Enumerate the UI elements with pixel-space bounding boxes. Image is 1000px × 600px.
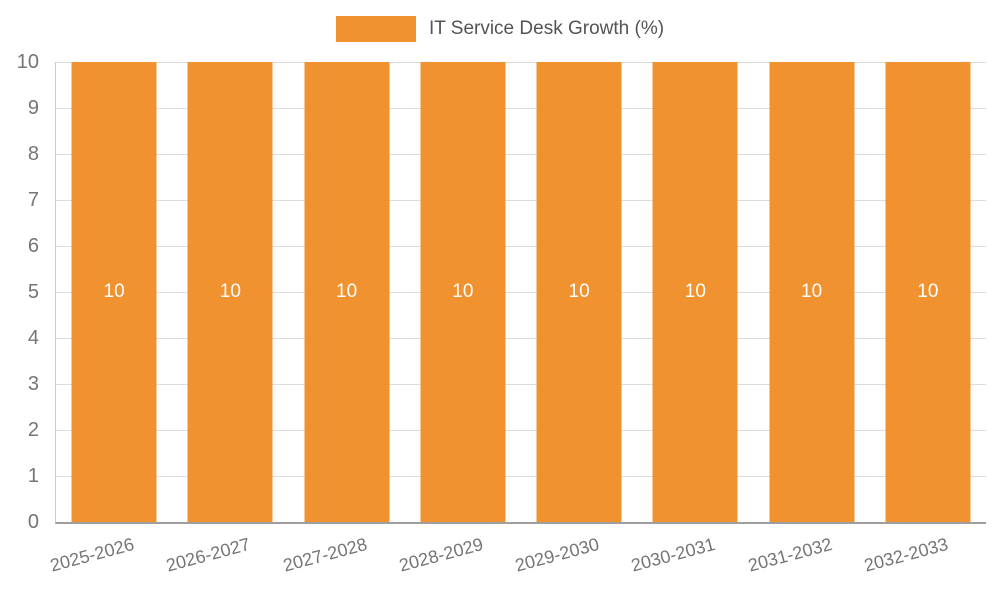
y-tick-label: 3 (27, 373, 39, 395)
x-tick-label: 2030-2031 (629, 534, 718, 576)
bar-slot: 10 (754, 62, 870, 522)
bar: 10 (71, 62, 157, 522)
bar-series: 10 10 10 10 10 10 10 10 (56, 62, 986, 522)
y-tick-label: 6 (27, 235, 39, 257)
x-tick-label: 2028-2029 (396, 534, 486, 576)
y-tick-label: 1 (27, 465, 39, 487)
gridline (56, 62, 986, 63)
bar: 10 (420, 62, 506, 522)
y-tick-label: 4 (27, 327, 39, 349)
bar-slot: 10 (172, 62, 288, 522)
gridline (56, 154, 986, 155)
y-tick-label: 7 (27, 189, 39, 211)
chart-legend: IT Service Desk Growth (%) (0, 14, 1000, 44)
plot-area: 10 10 10 10 10 10 10 10 (55, 62, 986, 524)
legend-swatch (335, 16, 416, 42)
x-tick-label: 2032-2033 (861, 534, 951, 576)
bar-slot: 10 (289, 62, 405, 522)
bar: 10 (769, 62, 855, 522)
bar-value-label: 10 (684, 281, 706, 302)
x-tick-label: 2029-2030 (512, 534, 602, 576)
bar: 10 (652, 62, 738, 522)
bar-value-label: 10 (219, 281, 241, 302)
gridline (56, 338, 986, 339)
x-axis-labels: 2025-2026 2026-2027 2027-2028 2028-2029 2029… (48, 526, 985, 596)
bar-slot: 10 (521, 62, 637, 522)
bar-value-label: 10 (452, 281, 474, 302)
bar-slot: 10 (56, 62, 172, 522)
x-tick-label: 2031-2032 (745, 534, 834, 576)
gridline (56, 246, 986, 247)
bar-slot: 10 (637, 62, 753, 522)
bar-value-label: 10 (103, 281, 125, 302)
y-tick-label: 0 (27, 511, 39, 533)
gridline (56, 384, 986, 385)
bar: 10 (536, 62, 622, 522)
bar-value-label: 10 (568, 281, 590, 302)
y-tick-label: 2 (27, 419, 39, 441)
y-tick-label: 10 (16, 51, 39, 73)
gridline (56, 292, 986, 293)
chart-title: IT Service Desk Growth (%) (428, 18, 665, 39)
gridline (56, 430, 986, 431)
x-tick-label: 2026-2027 (164, 534, 253, 576)
gridline (56, 200, 986, 201)
bar-value-label: 10 (801, 281, 823, 302)
y-tick-label: 5 (27, 281, 39, 303)
bar-slot: 10 (405, 62, 521, 522)
y-axis: 0 1 2 3 4 5 6 7 8 9 10 (0, 52, 47, 532)
x-tick-label: 2025-2026 (47, 534, 137, 576)
gridline (56, 476, 986, 477)
bar-value-label: 10 (917, 281, 939, 302)
bar-value-label: 10 (336, 281, 358, 302)
bar: 10 (187, 62, 273, 522)
bar-slot: 10 (870, 62, 986, 522)
y-tick-label: 8 (27, 143, 39, 165)
gridline (56, 108, 986, 109)
y-tick-label: 9 (27, 97, 39, 119)
bar: 10 (304, 62, 390, 522)
x-tick-label: 2027-2028 (280, 534, 369, 576)
bar: 10 (885, 62, 971, 522)
